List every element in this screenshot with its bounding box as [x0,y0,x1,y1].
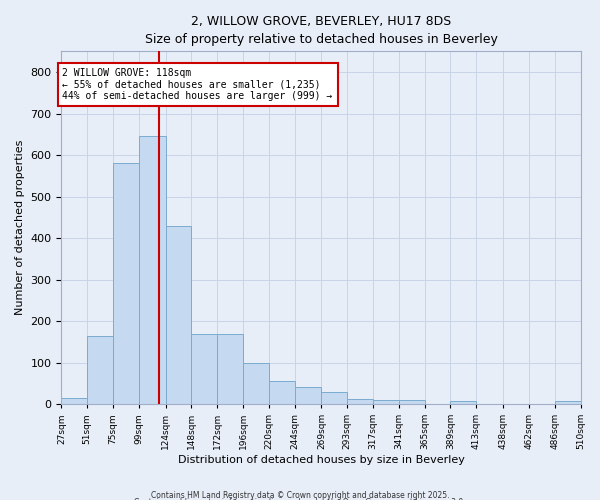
Bar [166,226,191,404]
Y-axis label: Number of detached properties: Number of detached properties [15,140,25,316]
Bar [61,398,87,404]
Bar [191,334,217,404]
Text: 2 WILLOW GROVE: 118sqm
← 55% of detached houses are smaller (1,235)
44% of semi-: 2 WILLOW GROVE: 118sqm ← 55% of detached… [62,68,333,101]
Bar [322,392,347,404]
Bar [373,400,399,404]
Text: Contains public sector information licensed under the Open Government Licence v3: Contains public sector information licen… [134,498,466,500]
Bar [295,388,322,404]
Bar [243,362,269,404]
X-axis label: Distribution of detached houses by size in Beverley: Distribution of detached houses by size … [178,455,464,465]
Bar [113,164,139,404]
Bar [87,336,113,404]
Bar [139,136,166,404]
Bar [555,401,581,404]
Bar [451,400,476,404]
Text: Contains HM Land Registry data © Crown copyright and database right 2025.: Contains HM Land Registry data © Crown c… [151,490,449,500]
Bar [399,400,425,404]
Bar [269,381,295,404]
Title: 2, WILLOW GROVE, BEVERLEY, HU17 8DS
Size of property relative to detached houses: 2, WILLOW GROVE, BEVERLEY, HU17 8DS Size… [145,15,497,46]
Bar [217,334,243,404]
Bar [347,399,373,404]
